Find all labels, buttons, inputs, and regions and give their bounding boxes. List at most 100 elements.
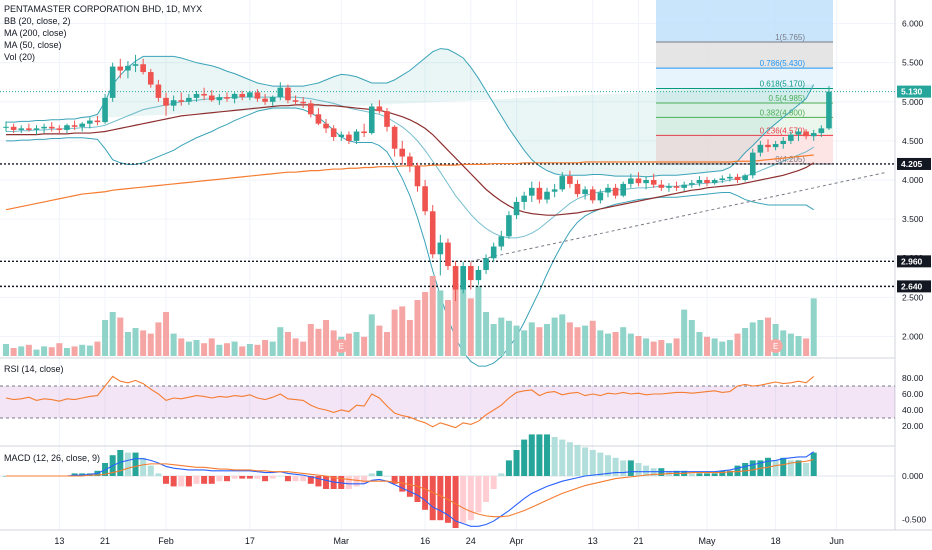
candle-body bbox=[711, 180, 718, 184]
volume-bar bbox=[140, 330, 147, 356]
bb-upper bbox=[6, 48, 815, 178]
macd-histogram-bar bbox=[498, 473, 505, 476]
candle-body bbox=[574, 183, 581, 195]
candle-body bbox=[330, 128, 337, 137]
macd-histogram-bar bbox=[810, 452, 817, 476]
candle-body bbox=[186, 97, 192, 102]
candle-body bbox=[33, 128, 40, 130]
volume-bar bbox=[559, 314, 566, 356]
fib-band bbox=[656, 135, 833, 164]
macd-histogram-bar bbox=[170, 476, 177, 487]
fib-level-label: 0.618(5.170) bbox=[760, 79, 806, 88]
candle-body bbox=[658, 184, 665, 188]
candle-body bbox=[384, 111, 390, 127]
fibonacci-retracement[interactable]: 1(5.765) 0.786(5.430) 0.618(5.170) 0.5(4.98… bbox=[656, 0, 833, 165]
macd-histogram-bar bbox=[635, 463, 642, 476]
chart-legend: PENTAMASTER CORPORATION BHD, 1D, MYX BB … bbox=[4, 3, 202, 63]
volume-bar bbox=[810, 298, 817, 356]
symbol-title[interactable]: PENTAMASTER CORPORATION BHD, 1D, MYX bbox=[4, 4, 203, 14]
candle-body bbox=[338, 134, 345, 137]
candle-body bbox=[490, 246, 497, 259]
macd-histogram-bar bbox=[780, 457, 787, 476]
volume-bar bbox=[521, 330, 528, 356]
candle-body bbox=[315, 114, 322, 124]
candle-body bbox=[10, 126, 17, 130]
time-tick: May bbox=[699, 536, 717, 546]
candle-body bbox=[414, 165, 421, 187]
macd-histogram-bar bbox=[582, 447, 589, 476]
macd-histogram-bar bbox=[193, 476, 200, 484]
earnings-label: E bbox=[773, 342, 778, 351]
volume-bar bbox=[208, 338, 215, 356]
macd-legend[interactable]: MACD (12, 26, close, 9) bbox=[4, 453, 101, 463]
macd-histogram-bar bbox=[643, 465, 650, 476]
price-tick: 3.500 bbox=[902, 214, 924, 224]
price-axis[interactable]: 6.0005.5005.0004.5004.0003.5003.0002.500… bbox=[897, 19, 931, 525]
price-tick: 4.000 bbox=[902, 175, 924, 185]
macd-histogram-bar bbox=[704, 473, 711, 476]
volume-bar bbox=[384, 332, 390, 356]
macd-histogram-bar bbox=[726, 470, 733, 476]
rsi-tick: 20.00 bbox=[902, 421, 924, 431]
macd-histogram-bar bbox=[589, 450, 596, 476]
candle-body bbox=[689, 183, 695, 185]
legend-volume[interactable]: Vol (20) bbox=[4, 52, 36, 62]
macd-histogram-bar bbox=[254, 476, 261, 479]
horizontal-lines[interactable] bbox=[0, 91, 895, 288]
volume-bar bbox=[681, 309, 688, 356]
fib-level-label: 0.382(4.800) bbox=[760, 108, 806, 117]
volume-bar bbox=[193, 340, 200, 356]
volume-bar bbox=[780, 330, 787, 356]
volume-bar bbox=[688, 320, 695, 356]
legend-bb[interactable]: BB (20, close, 2) bbox=[4, 16, 71, 26]
volume-bar bbox=[399, 306, 406, 356]
level-tag-bg bbox=[897, 157, 931, 170]
volume-bar bbox=[48, 347, 55, 356]
candle-body bbox=[513, 201, 520, 216]
volume-bar bbox=[361, 336, 368, 356]
candle-body bbox=[323, 123, 329, 129]
candle-body bbox=[277, 87, 284, 98]
fib-band bbox=[656, 68, 833, 89]
candle-body bbox=[666, 186, 672, 188]
candle-body bbox=[56, 128, 63, 130]
volume-bar bbox=[315, 328, 322, 356]
volume-bar bbox=[231, 341, 238, 356]
volume-bar bbox=[3, 344, 9, 356]
macd-histogram-bar bbox=[566, 442, 573, 476]
volume-bar bbox=[307, 324, 314, 356]
candle-body bbox=[140, 64, 146, 73]
macd-histogram-bar bbox=[490, 476, 497, 489]
macd-histogram-bar bbox=[323, 476, 330, 489]
volume-bar bbox=[643, 338, 650, 356]
macd-histogram-bar bbox=[185, 476, 192, 487]
macd-histogram-bar bbox=[147, 465, 154, 476]
legend-ma50[interactable]: MA (50, close) bbox=[4, 40, 62, 50]
volume-bar bbox=[246, 344, 253, 356]
macd-histogram-bar bbox=[216, 476, 223, 482]
macd-histogram-bar bbox=[627, 460, 634, 476]
macd-histogram-bar bbox=[505, 460, 512, 476]
macd-tick: -0.500 bbox=[902, 514, 926, 524]
volume-bar bbox=[406, 320, 413, 356]
candle-body bbox=[468, 266, 474, 281]
rsi-legend[interactable]: RSI (14, close) bbox=[4, 364, 64, 374]
fib-level-label: 0.5(4.985) bbox=[769, 94, 806, 103]
candle-body bbox=[757, 144, 764, 153]
price-tick: 6.000 bbox=[902, 19, 924, 29]
rsi-line bbox=[5, 375, 815, 429]
legend-ma200[interactable]: MA (200, close) bbox=[4, 28, 67, 38]
volume-bar bbox=[18, 346, 25, 356]
volume-bar bbox=[330, 330, 337, 356]
macd-histogram-bar bbox=[437, 476, 444, 521]
macd-histogram-bar bbox=[795, 460, 802, 476]
candle-body bbox=[673, 186, 680, 188]
macd-histogram-bar bbox=[292, 476, 299, 482]
time-axis[interactable]: 13 21 Feb 17 Mar 16 24 Apr 13 21 May 18 Jun bbox=[54, 536, 844, 546]
macd-histogram-bar bbox=[429, 476, 436, 521]
volume-bar bbox=[452, 284, 459, 356]
trendline[interactable] bbox=[470, 171, 888, 262]
candle-body bbox=[826, 91, 832, 129]
macd-histogram-bar bbox=[787, 460, 794, 476]
